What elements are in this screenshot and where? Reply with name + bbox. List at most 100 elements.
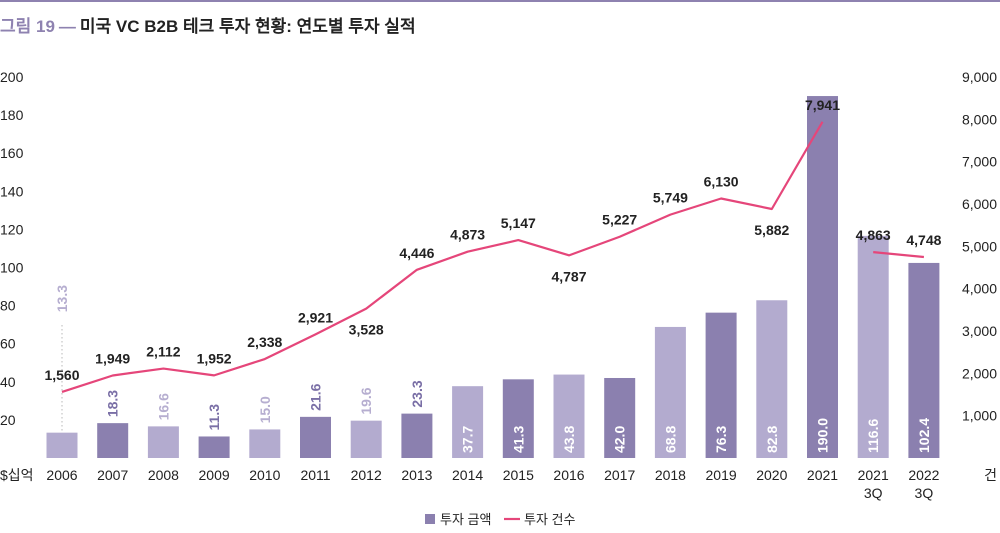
line-value-label: 4,446 [399,245,434,261]
line-value-label: 1,949 [95,350,130,366]
right-tick-label: 4,000 [962,281,997,297]
x-tick-label: 2013 [401,467,432,483]
bar [198,436,230,458]
legend-label-bar: 투자 금액 [440,512,491,527]
bar [502,379,534,458]
bar-value-label: 82.8 [764,426,780,453]
line-segment [61,121,824,394]
x-tick-label: 2010 [249,467,280,483]
right-tick-label: 3,000 [962,323,997,339]
x-tick-label: 2009 [199,467,230,483]
right-axis: 1,000 2,000 3,000 4,000 5,000 6,000 7,000 8,000… [962,69,997,483]
bar [807,96,838,459]
line-value-label: 6,130 [704,173,739,189]
left-tick-label: 80 [0,298,16,314]
bar-value-label: 41.3 [510,426,526,453]
line-value-label: 4,748 [906,232,941,248]
bar [908,262,940,458]
x-tick-label: 3Q [864,485,883,501]
bar [401,413,433,458]
right-axis-unit: 건 [984,467,997,483]
line-value-label: 3,528 [349,322,384,338]
x-tick-label: 2011 [300,467,330,483]
bar [147,426,179,458]
title-text: 미국 VC B2B 테크 투자 현황: 연도별 투자 실적 [79,17,416,36]
line-value-label: 1,560 [44,367,79,383]
bar [756,300,788,458]
left-tick-label: 20 [0,412,16,428]
bar-value-label: 13.3 [54,285,70,312]
left-axis: 20 40 60 80 100 120 140 160 180 200 $십억 [0,69,34,483]
right-tick-label: 5,000 [962,238,997,254]
line-series [61,121,925,394]
line-value-label: 5,749 [653,190,688,206]
x-tick-label: 2016 [553,467,584,483]
line-value-label: 4,873 [450,227,485,243]
line-value-label: 5,147 [501,215,536,231]
line-value-label: 7,941 [805,97,840,113]
bar [705,312,737,458]
line-value-label: 2,338 [247,334,282,350]
bar-value-label: 18.3 [105,390,121,417]
x-tick-label: 2018 [655,467,686,483]
bar-value-label: 190.0 [815,418,831,453]
bar-value-label: 102.4 [916,418,932,453]
line-value-label: 5,227 [602,212,637,228]
chart-title: 그림 19— 미국 VC B2B 테크 투자 현황: 연도별 투자 실적 [0,12,416,42]
top-rule [0,0,1000,2]
bar-value-label: 23.3 [409,380,425,407]
left-tick-label: 180 [0,107,24,123]
bar-value-label: 19.6 [358,387,374,414]
line-value-label: 4,787 [551,268,586,284]
x-tick-label: 2008 [148,467,179,483]
bar-value-label: 15.0 [257,396,273,423]
right-tick-label: 6,000 [962,196,997,212]
bar-value-label: 42.0 [612,426,628,453]
bar [604,377,636,458]
right-tick-label: 9,000 [962,69,997,85]
x-tick-label: 2020 [756,467,787,483]
line-value-label: 2,921 [298,309,333,325]
bar [350,420,382,458]
bar [452,386,484,458]
line-value-label: 4,863 [856,227,891,243]
bar [46,432,78,458]
bar-value-label: 43.8 [561,426,577,453]
left-tick-label: 200 [0,69,24,85]
bar [857,235,889,458]
title-separator: — [58,17,76,36]
x-tick-label: 2021 [807,467,838,483]
bar-series [46,96,940,459]
x-tick-label: 2017 [604,467,635,483]
bar-value-label: 116.6 [865,419,881,453]
left-tick-label: 40 [0,374,16,390]
bar-value-label: 37.7 [460,426,476,453]
line-value-label: 2,112 [146,344,180,360]
x-tick-label: 2021 [858,467,889,483]
bar [249,429,281,458]
x-tick-label: 2012 [351,467,382,483]
right-tick-label: 8,000 [962,111,997,127]
right-tick-label: 2,000 [962,365,997,381]
right-tick-label: 1,000 [962,408,997,424]
right-tick-label: 7,000 [962,154,997,170]
bar [553,374,585,458]
x-tick-label: 3Q [915,485,934,501]
left-tick-label: 140 [0,183,24,199]
left-tick-label: 100 [0,260,24,276]
legend: 투자 금액 투자 건수 [425,512,575,527]
x-tick-label: 2015 [503,467,534,483]
x-tick-label: 2014 [452,467,483,483]
line-labels: 1,560 1,949 2,112 1,952 2,338 2,921 3,528 4,446… [44,97,941,383]
x-axis: 2006 2007 2008 2009 2010 2011 2012 2013 2014 2015… [46,467,939,501]
x-tick-label: 2006 [46,467,77,483]
x-tick-label: 2022 [908,467,939,483]
left-axis-unit: $십억 [0,467,34,483]
left-tick-label: 60 [0,336,16,352]
line-segment [873,251,925,259]
bar [654,326,686,458]
left-tick-label: 120 [0,221,24,237]
x-tick-label: 2019 [706,467,737,483]
bar-value-label: 11.3 [206,404,222,431]
